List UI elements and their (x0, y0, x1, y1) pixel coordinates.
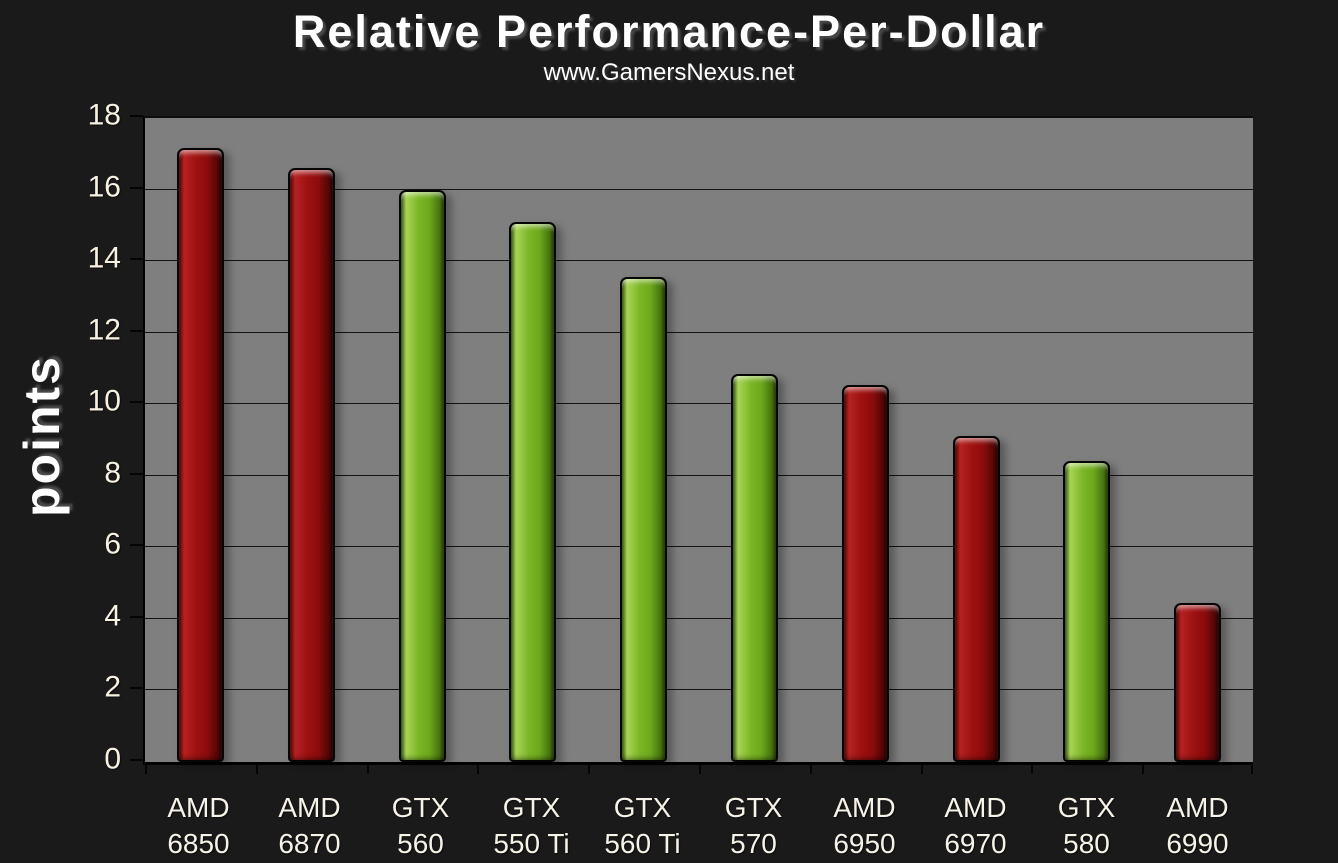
y-tick (130, 472, 143, 475)
x-tick (588, 765, 591, 774)
x-category-label: GTX 580 (1057, 792, 1116, 859)
x-category-label: GTX 560 (391, 792, 450, 859)
y-tick-label-4: 4 (104, 599, 121, 633)
y-tick-label-10: 10 (87, 384, 121, 418)
x-category-label: AMD 6850 (167, 792, 230, 859)
x-tick (1251, 765, 1253, 774)
y-tick (130, 615, 143, 618)
bar-amd-6950 (841, 384, 889, 762)
x-category-label: GTX 560 Ti (604, 792, 681, 859)
y-tick (130, 115, 143, 117)
gridline-12 (145, 331, 1253, 333)
chart-subtitle: www.GamersNexus.net (543, 59, 795, 86)
gridline-8 (145, 474, 1253, 476)
y-tick (130, 329, 143, 332)
x-tick (477, 765, 480, 774)
x-category-label: AMD 6950 (833, 792, 896, 859)
x-category-label: GTX 550 Ti (493, 792, 570, 859)
y-tick-label-2: 2 (104, 670, 121, 704)
y-tick (130, 544, 143, 547)
y-tick-label-14: 14 (87, 241, 121, 275)
y-axis-label: points (14, 355, 70, 517)
bar-gtx-560-ti (620, 277, 668, 762)
y-tick (130, 401, 143, 404)
x-tick (366, 765, 369, 774)
gridline-2 (145, 689, 1253, 691)
bar-amd-6870 (287, 168, 335, 762)
x-tick (1142, 765, 1145, 774)
x-category-label: GTX 570 (724, 792, 783, 859)
y-tick-label-16: 16 (87, 169, 121, 203)
gridline-14 (145, 260, 1253, 262)
y-tick-label-12: 12 (87, 312, 121, 346)
x-category-label: AMD 6970 (944, 792, 1007, 859)
x-axis-labels: AMD 6850 AMD 6870 GTX 560 GTX 550 Ti GTX 560 Ti GT… (143, 790, 1253, 862)
x-tick (699, 765, 701, 774)
x-tick (255, 765, 258, 774)
x-tick (1031, 765, 1034, 774)
x-category-label: AMD 6990 (1166, 792, 1229, 859)
gridline-4 (145, 617, 1253, 619)
y-tick (130, 687, 143, 690)
x-tick (920, 765, 923, 774)
bar-gtx-550-ti (509, 221, 557, 762)
bar-amd-6850 (176, 148, 224, 762)
y-tick-label-8: 8 (104, 456, 121, 490)
bar-gtx-560 (398, 189, 446, 762)
chart-title: Relative Performance-Per-Dollar (292, 6, 1046, 57)
bar-amd-6990 (1174, 602, 1222, 762)
y-tick (130, 258, 143, 261)
y-axis: 0 2 4 6 8 10 12 14 16 18 (0, 98, 143, 775)
gridline-6 (145, 546, 1253, 548)
x-tick (145, 765, 147, 774)
y-tick-label-6: 6 (104, 527, 121, 561)
gridline-10 (145, 403, 1253, 405)
y-tick-label-0: 0 (104, 742, 121, 776)
gridline-16 (145, 188, 1253, 190)
y-tick (130, 186, 143, 189)
bar-amd-6970 (952, 436, 1000, 762)
y-tick (130, 759, 143, 761)
y-tick-label-18: 18 (87, 98, 121, 132)
bar-gtx-580 (1063, 461, 1111, 762)
bar-gtx-570 (730, 373, 778, 762)
plot-area (143, 116, 1253, 774)
x-category-label: AMD 6870 (278, 792, 341, 859)
x-tick (809, 765, 812, 774)
